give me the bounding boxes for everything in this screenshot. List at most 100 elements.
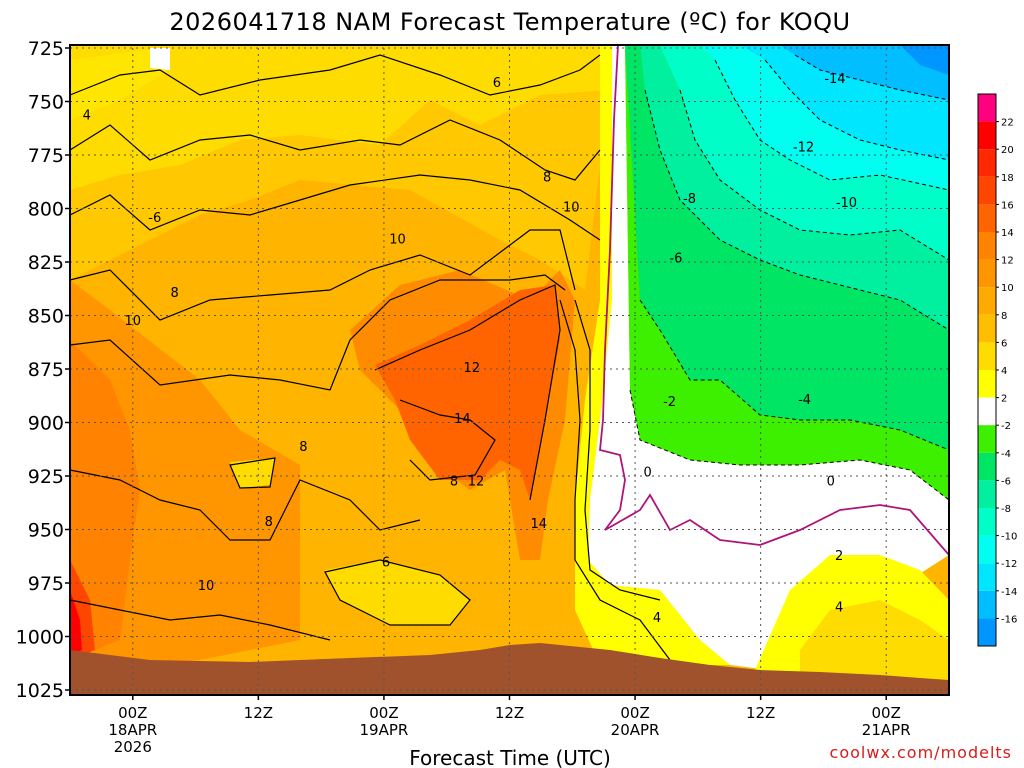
colorbar-tick-label: -4: [1001, 449, 1011, 460]
contour-label: 4: [653, 611, 661, 626]
colorbar-tick-label: -16: [1001, 614, 1017, 625]
colorbar-tick-label: 4: [1001, 366, 1007, 377]
field-white-corner: [150, 48, 170, 70]
contour-label: -6: [669, 252, 682, 267]
chart-title: 2026041718 NAM Forecast Temperature (ºC)…: [169, 8, 850, 36]
contour-lines-cold: [629, 54, 950, 501]
contour-label: 6: [382, 556, 390, 571]
colorbar-tick-label: 16: [1001, 200, 1014, 211]
contour-label: -10: [836, 196, 857, 211]
y-tick-label: 775: [28, 145, 64, 167]
x-tick-label: 2026: [114, 738, 152, 756]
contour-label: 8: [265, 515, 273, 530]
colorbar-band: [978, 535, 996, 564]
contour-label: 12: [464, 361, 481, 376]
y-tick-label: 1025: [16, 680, 64, 702]
colorbar-band: [978, 370, 996, 398]
field-4-6-lower-right: [800, 600, 949, 680]
x-tick-label: 21APR: [862, 721, 911, 739]
contour-label: -6: [148, 211, 161, 226]
colorbar-tick-label: -6: [1001, 476, 1011, 487]
contour-label: 0: [643, 466, 651, 481]
colorbar-tick-label: 6: [1001, 338, 1007, 349]
x-tick-label: 19APR: [360, 721, 409, 739]
colorbar-band: [978, 425, 996, 453]
contour-label: 0: [827, 474, 835, 489]
colorbar-band: [978, 149, 996, 177]
colorbar-band: [978, 94, 996, 122]
contour-label: 8: [299, 440, 307, 455]
colorbar-band: [978, 232, 996, 260]
colorbar-tick-label: 22: [1001, 118, 1014, 129]
y-tick-label: 825: [28, 252, 64, 274]
x-tick-label: 00Z: [620, 704, 649, 722]
contour-label: 2: [835, 549, 843, 564]
field-12-14-left: [70, 340, 140, 660]
grid-lines: [70, 47, 949, 691]
field-minus14-minus16: [780, 45, 949, 100]
contour-label: 10: [125, 314, 142, 329]
x-tick-label: 20APR: [611, 721, 660, 739]
y-tick-label: 1000: [16, 627, 64, 649]
contour-label: 12: [468, 474, 485, 489]
colorbar-tick-label: -2: [1001, 421, 1011, 432]
contour-label: -12: [793, 140, 814, 155]
contour-label: 8: [543, 170, 551, 185]
colorbar-band: [978, 563, 996, 591]
contour-label: 8: [171, 286, 179, 301]
field-4-6-small: [230, 458, 275, 488]
credit-text: coolwx.com/modelts: [830, 743, 1012, 762]
field-below-minus16: [900, 45, 949, 75]
contour-label: 10: [389, 232, 406, 247]
x-tick-label: 12Z: [746, 704, 775, 722]
contour-label: 10: [198, 579, 215, 594]
x-axis-label: Forecast Time (UTC): [409, 746, 611, 768]
colorbar-tick-label: 20: [1001, 145, 1014, 156]
y-tick-label: 800: [28, 199, 64, 221]
colorbar-band: [978, 314, 996, 343]
colorbar-band: [978, 176, 996, 205]
freezing-contour: [599, 44, 950, 556]
colorbar-tick-label: -8: [1001, 504, 1011, 515]
colorbar-tick-label: 18: [1001, 173, 1014, 184]
colorbar-band: [978, 121, 996, 150]
contour-labels: 4 6 -6 8 10 10 8 10 12 14 8 8 12 8 14 6 10 4 0 -2 -4 -6 -8 -10 -…: [83, 72, 857, 626]
contour-label: 4: [835, 601, 843, 616]
y-tick-label: 950: [28, 520, 64, 542]
colorbar-tick-label: 8: [1001, 311, 1007, 322]
colorbar-band: [978, 204, 996, 232]
terrain-ground: [70, 643, 949, 695]
x-tick-label: 12Z: [495, 704, 524, 722]
y-axis: 725 750 775 800 825 850 875 900 925 950 975 1000 102…: [16, 38, 70, 702]
contour-label: 14: [454, 412, 471, 427]
x-tick-label: 00Z: [872, 704, 901, 722]
x-tick-label: 00Z: [369, 704, 398, 722]
contour-label: 4: [83, 108, 91, 123]
colorbar-tick-label: 14: [1001, 228, 1014, 239]
contour-label: -2: [663, 395, 676, 410]
x-tick-label: 18APR: [108, 721, 157, 739]
field-2-4-transition: [575, 45, 730, 665]
y-tick-label: 725: [28, 38, 64, 60]
colorbar-band: [978, 342, 996, 370]
colorbar-band: [978, 259, 996, 288]
contour-label: 8: [450, 474, 458, 489]
colorbar-band: [978, 590, 996, 619]
colorbar-tick-label: -14: [1001, 587, 1017, 598]
contour-label: 10: [563, 200, 580, 215]
colorbar-band: [978, 397, 996, 426]
contour-label: 14: [531, 517, 548, 532]
field-20-22-left: [70, 590, 82, 655]
colorbar-band: [978, 287, 996, 315]
y-tick-label: 975: [28, 573, 64, 595]
colorbar-tick-label: 12: [1001, 256, 1014, 267]
y-tick-label: 850: [28, 306, 64, 328]
contour-label: -4: [798, 393, 811, 408]
colorbar-band: [978, 480, 996, 508]
y-tick-label: 875: [28, 359, 64, 381]
y-tick-label: 750: [28, 92, 64, 114]
colorbar-tick-label: 10: [1001, 283, 1014, 294]
colorbar-band: [978, 618, 996, 646]
